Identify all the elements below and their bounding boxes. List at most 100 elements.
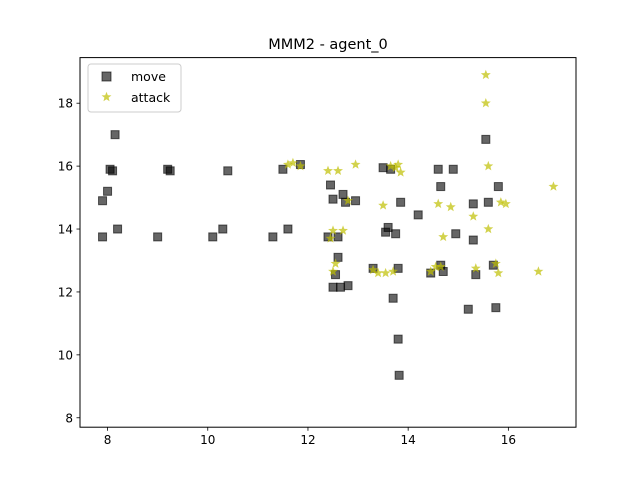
move-point xyxy=(103,186,113,196)
attack-point xyxy=(287,157,298,168)
attack-point xyxy=(490,258,501,268)
attack-point xyxy=(425,266,436,276)
attack-point xyxy=(483,160,494,171)
move-point xyxy=(333,252,343,262)
move-point xyxy=(328,282,338,292)
y-axis: 8 10 12 14 16 18 xyxy=(58,97,80,425)
move-point xyxy=(98,232,108,242)
attack-point xyxy=(495,197,506,207)
move-point xyxy=(338,189,348,199)
attack-point xyxy=(350,159,361,169)
move-point xyxy=(98,196,108,206)
attack-point xyxy=(395,167,406,177)
move-point xyxy=(336,282,346,292)
attack-point xyxy=(470,263,481,273)
chart-title: MMM2 - agent_0 xyxy=(268,37,388,53)
legend-move-marker xyxy=(101,71,112,82)
move-point xyxy=(218,224,228,234)
x-axis: 8 10 12 14 16 xyxy=(104,427,516,447)
y-tick-label: 12 xyxy=(58,285,73,299)
move-point xyxy=(223,166,233,176)
move-point xyxy=(491,303,501,313)
legend-attack-marker xyxy=(101,91,112,102)
move-point xyxy=(165,166,175,176)
attack-point xyxy=(328,266,338,276)
attack-point xyxy=(480,69,491,80)
move-point xyxy=(113,224,123,234)
attack-point xyxy=(445,201,456,212)
y-tick-label: 8 xyxy=(65,411,73,425)
attack-point xyxy=(323,165,333,176)
move-point xyxy=(343,281,353,291)
move-point xyxy=(268,232,278,242)
x-tick-label: 8 xyxy=(104,433,112,447)
attack-point xyxy=(385,160,396,171)
attack-point xyxy=(380,267,391,278)
move-point xyxy=(328,194,338,204)
move-point xyxy=(468,235,478,245)
attack-point xyxy=(325,233,336,243)
attack-point xyxy=(438,231,449,242)
attack-point xyxy=(373,267,384,278)
attack-point xyxy=(330,258,341,268)
attack-point xyxy=(468,211,479,221)
attack-point xyxy=(343,195,353,205)
attack-point xyxy=(548,181,559,191)
y-tick-label: 14 xyxy=(58,223,73,237)
legend: move attack xyxy=(87,63,182,113)
move-point xyxy=(391,229,401,239)
move-point xyxy=(493,182,503,192)
move-point xyxy=(394,370,404,380)
legend-attack-label: attack xyxy=(131,90,171,105)
move-point xyxy=(463,304,473,314)
attack-point xyxy=(388,266,399,276)
move-point xyxy=(278,164,288,174)
move-point xyxy=(396,197,406,207)
move-point xyxy=(448,164,458,174)
attack-point xyxy=(430,261,441,271)
x-tick-label: 16 xyxy=(501,433,516,447)
move-point xyxy=(471,270,481,280)
attack-point xyxy=(435,261,446,271)
attack-point xyxy=(500,198,511,209)
attack-point xyxy=(480,98,491,108)
move-point xyxy=(438,267,448,276)
move-point xyxy=(393,263,403,273)
plot-area-frame xyxy=(79,57,577,428)
move-point xyxy=(208,232,218,242)
move-point xyxy=(436,182,446,192)
move-point xyxy=(483,197,493,207)
move-point xyxy=(378,163,388,173)
move-point xyxy=(451,229,461,239)
move-point xyxy=(283,224,293,234)
move-point xyxy=(393,334,403,344)
attack-point xyxy=(328,225,338,235)
data-points xyxy=(98,69,559,380)
attack-point xyxy=(493,267,504,278)
attack-point xyxy=(333,165,343,176)
y-tick-label: 10 xyxy=(58,348,73,362)
move-point xyxy=(413,210,423,220)
move-point xyxy=(351,196,361,206)
x-tick-label: 10 xyxy=(200,433,215,447)
attack-point xyxy=(378,200,389,210)
x-tick-label: 12 xyxy=(300,433,315,447)
move-point xyxy=(481,134,491,144)
move-point xyxy=(108,166,118,176)
attack-point xyxy=(282,159,293,169)
legend-move-label: move xyxy=(131,69,166,84)
move-point xyxy=(468,199,478,209)
move-point xyxy=(110,130,120,140)
x-tick-label: 14 xyxy=(401,433,416,447)
move-point xyxy=(433,164,443,174)
move-point xyxy=(153,232,163,242)
y-tick-label: 18 xyxy=(58,97,73,111)
move-point xyxy=(388,293,398,303)
y-tick-label: 16 xyxy=(58,160,73,174)
attack-point xyxy=(433,198,444,209)
attack-point xyxy=(533,266,544,276)
attack-point xyxy=(393,159,404,169)
attack-point xyxy=(483,223,494,234)
move-point xyxy=(326,180,336,190)
